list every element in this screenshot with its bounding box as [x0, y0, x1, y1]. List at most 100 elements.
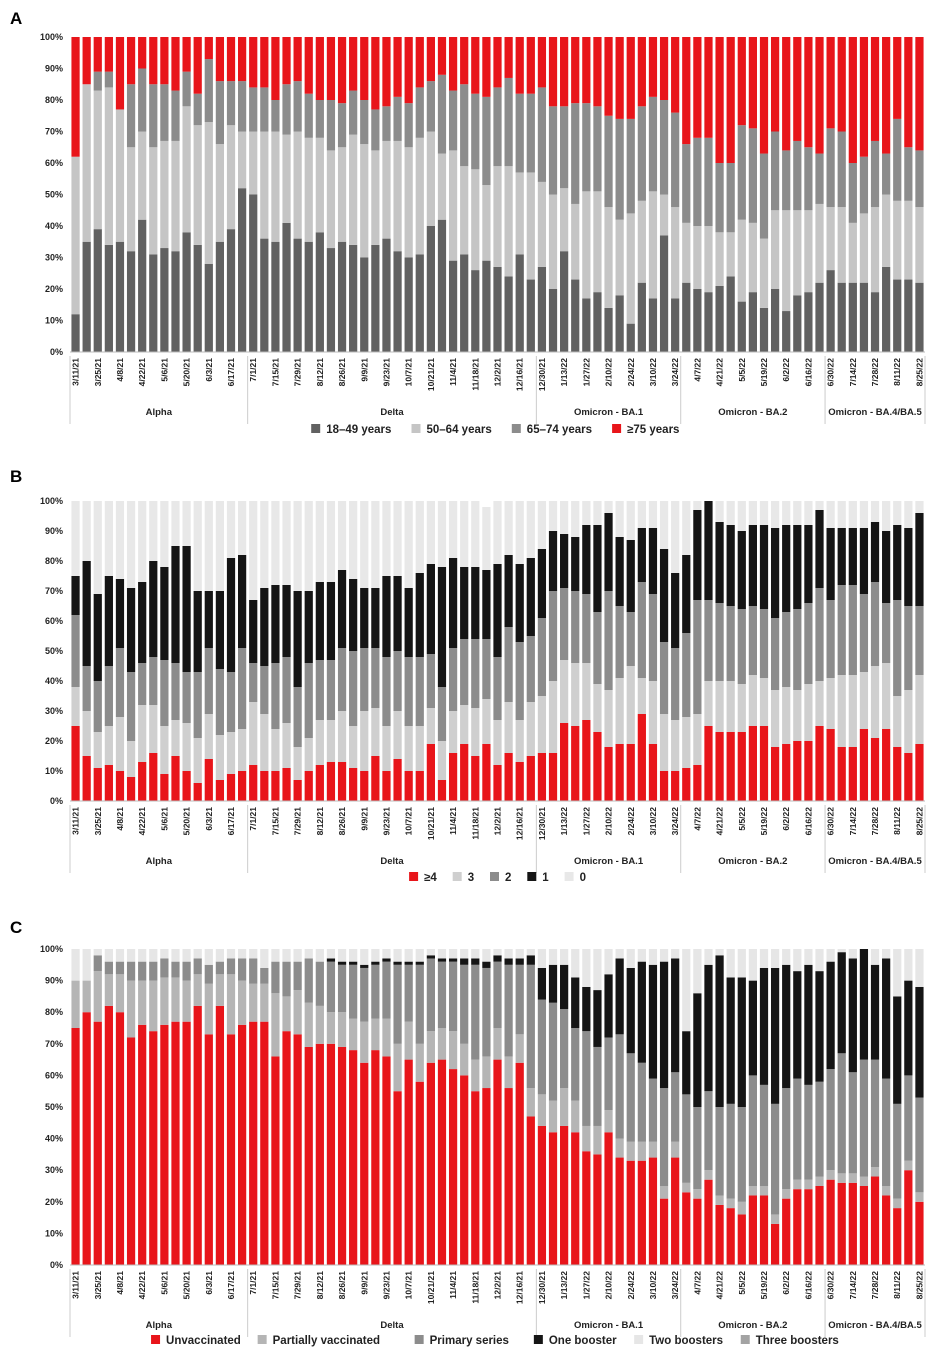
bar-segment — [349, 37, 358, 91]
bar-segment — [293, 37, 302, 82]
bar-segment — [837, 675, 846, 747]
bar-segment — [271, 241, 280, 352]
bar-segment — [315, 501, 324, 582]
y-tick-label: 10% — [45, 316, 63, 326]
bar-segment — [204, 1034, 213, 1265]
legend: 18–49 years 50–64 years 65–74 years ≥75 yea… — [311, 424, 679, 436]
bar-segment — [548, 753, 558, 801]
bar-segment — [526, 93, 535, 173]
bar-segment — [404, 964, 413, 1022]
bar-segment — [548, 1100, 558, 1133]
bar-segment — [482, 185, 491, 261]
bar-segment — [471, 501, 480, 567]
bar-segment — [560, 660, 569, 723]
bar-segment — [138, 1024, 147, 1265]
bar-segment — [93, 1021, 102, 1265]
bar-segment — [548, 289, 558, 352]
chart-panel-b: B 0% 10% 20% 30% 40% 50% 60% 70% 80% 90% 100% 3/11/2… — [10, 467, 926, 884]
bar-segment — [182, 106, 191, 233]
bar-segment — [882, 194, 891, 267]
bar-segment — [793, 609, 802, 690]
bar-segment — [715, 37, 724, 163]
bar-segment — [171, 1021, 180, 1265]
bar-segment — [571, 103, 580, 204]
bar-segment — [337, 147, 347, 242]
bar-segment — [304, 1002, 313, 1047]
bar-segment — [626, 118, 635, 214]
bar-segment — [293, 687, 302, 747]
bar-segment — [360, 501, 369, 588]
bar-segment — [626, 213, 635, 324]
bar-segment — [882, 1195, 891, 1265]
bar-segment — [393, 651, 402, 711]
bar-segment — [460, 639, 469, 705]
x-tick-label: 12/16/21 — [515, 358, 525, 391]
bar-segment — [249, 983, 258, 1022]
bar-segment — [315, 765, 324, 801]
bar-segment — [204, 648, 213, 714]
bar-segment — [426, 564, 435, 654]
bar-segment — [193, 974, 202, 1006]
bar-segment — [304, 591, 313, 663]
bar-segment — [737, 219, 746, 302]
bar-segment — [593, 990, 602, 1047]
bar-segment — [737, 732, 746, 801]
bar-segment — [837, 501, 846, 528]
bar-segment — [637, 37, 646, 107]
bar-segment — [593, 37, 602, 107]
bar-segment — [882, 37, 891, 154]
x-tick-label: 12/30/21 — [537, 807, 547, 840]
bar-segment — [848, 1072, 857, 1174]
y-tick-label: 40% — [45, 676, 63, 686]
bar-segment — [337, 711, 347, 762]
bar-segment — [604, 513, 613, 591]
y-tick-label: 100% — [40, 944, 63, 954]
bar-segment — [526, 964, 535, 1089]
bar-segment — [826, 1170, 835, 1180]
bar-segment — [448, 501, 458, 558]
x-tick-label: 4/7/22 — [692, 1271, 702, 1295]
bar-segment — [626, 666, 635, 744]
bar-segment — [537, 999, 547, 1095]
bar-segment — [238, 188, 247, 352]
legend-label: Two boosters — [649, 1335, 723, 1347]
bar-segment — [193, 672, 202, 738]
x-tick-label: 8/25/22 — [914, 358, 924, 387]
bar-segment — [471, 708, 480, 756]
legend-swatch — [511, 424, 521, 433]
bar-segment — [748, 292, 757, 352]
bar-segment — [437, 961, 447, 1028]
bar-segment — [404, 103, 413, 148]
bar-segment — [659, 1198, 669, 1265]
bar-segment — [626, 1141, 635, 1161]
bar-segment — [204, 983, 213, 1035]
bar-segment — [637, 1062, 646, 1142]
bar-segment — [870, 1167, 880, 1177]
bar-segment — [115, 961, 125, 975]
bar-segment — [426, 744, 435, 801]
bar-segment — [193, 591, 202, 672]
bar-segment — [548, 1132, 558, 1265]
x-tick-label: 4/7/22 — [692, 807, 702, 831]
bar-segment — [782, 949, 791, 965]
bar-segment — [293, 501, 302, 591]
bar-segment — [837, 949, 846, 953]
x-tick-label: 5/19/22 — [759, 358, 769, 387]
bar-segment — [82, 666, 91, 711]
legend-label: Partially vaccinated — [273, 1335, 380, 1347]
bar-segment — [271, 37, 280, 100]
bar-segment — [382, 1018, 391, 1057]
bar-segment — [904, 279, 913, 352]
bar-segment — [249, 87, 258, 132]
bar-segment — [215, 37, 225, 82]
bar-segment — [648, 191, 658, 299]
bar-segment — [826, 37, 835, 129]
bar-segment — [626, 540, 635, 612]
bar-segment — [526, 279, 535, 352]
x-tick-label: 3/11/21 — [71, 807, 81, 835]
bar-segment — [271, 663, 280, 729]
bar-segment — [204, 59, 213, 123]
bar-segment — [671, 207, 680, 299]
bar-segment — [415, 87, 424, 138]
